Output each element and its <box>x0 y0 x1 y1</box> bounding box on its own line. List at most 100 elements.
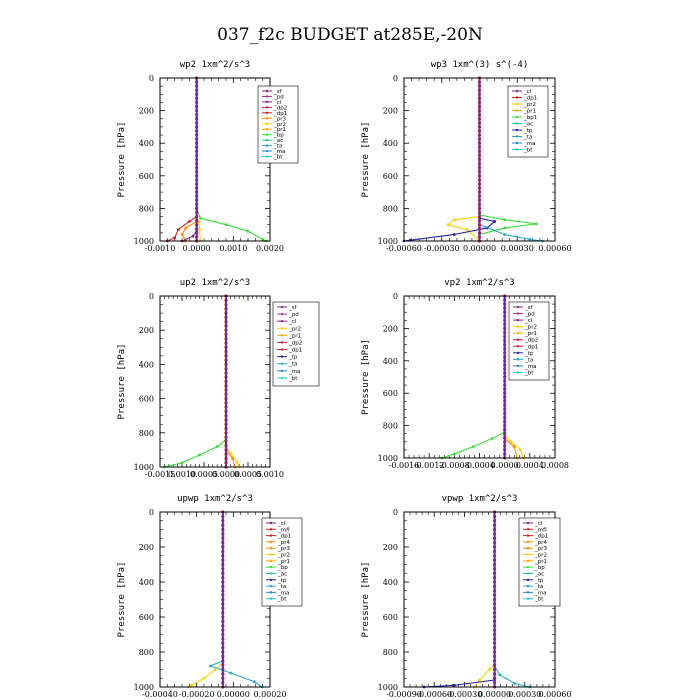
y-tick-label: 200 <box>139 107 154 116</box>
data-point <box>215 445 219 448</box>
data-point <box>208 664 212 668</box>
y-tick-label: 1000 <box>134 463 154 472</box>
legend-marker <box>526 584 530 588</box>
legend-marker <box>526 572 530 575</box>
data-point <box>213 668 217 671</box>
panel-5: upwp 1xm^2/s^3 Pressure [hPa] 0 200 400 600 80… <box>117 494 303 699</box>
legend-label: _pr3 <box>277 546 291 552</box>
series-line-pd <box>181 78 198 242</box>
data-point <box>493 220 496 223</box>
legend-label: _pd <box>524 312 535 318</box>
y-tick-label: 1000 <box>378 683 398 692</box>
legend-label: _ta <box>273 144 282 150</box>
panel-2: wp3 1xm^(3) s^(-4) Pressure [hPa] 0 200 400 6… <box>361 60 572 253</box>
legend-marker <box>265 144 269 147</box>
legend-marker <box>265 122 269 125</box>
legend-marker <box>280 341 284 344</box>
legend-marker <box>526 591 530 594</box>
legend-marker <box>280 312 284 316</box>
legend-label: _mfl <box>277 527 290 533</box>
data-point <box>498 673 502 677</box>
y-axis-label: Pressure [hPa] <box>117 122 127 198</box>
legend-marker <box>269 553 273 556</box>
legend-marker <box>265 100 269 104</box>
legend-marker <box>526 547 530 550</box>
data-point <box>180 461 184 465</box>
legend-marker <box>526 565 530 569</box>
x-tick-label: -0.0008 <box>439 461 470 470</box>
data-point <box>224 223 228 227</box>
legend-label: _ma <box>524 364 536 370</box>
data-point <box>465 228 469 231</box>
data-point <box>246 229 250 233</box>
legend-box <box>272 301 320 387</box>
data-point <box>452 233 456 236</box>
x-tick-label: 0.00000 <box>217 690 250 699</box>
legend-label: _ta <box>534 584 543 590</box>
data-point <box>503 226 507 230</box>
legend-label: _bp <box>273 133 284 139</box>
legend-label: _tp <box>534 578 544 584</box>
plot-frame <box>159 77 271 242</box>
x-tick-label: -0.00030 <box>424 244 460 253</box>
x-tick-label: 0.0000 <box>183 244 211 253</box>
data-point <box>452 452 456 456</box>
legend-marker <box>265 128 269 131</box>
legend-label: _pr2 <box>534 553 547 559</box>
data-point <box>235 460 239 464</box>
legend-label: _ta <box>523 135 532 141</box>
y-tick-label: 200 <box>139 543 154 552</box>
x-tick-label: -0.0012 <box>414 461 445 470</box>
legend-box <box>508 301 550 381</box>
legend-label: _dp1 <box>524 344 538 350</box>
y-axis-label: Pressure [hPa] <box>117 562 127 638</box>
data-point <box>503 233 507 236</box>
data-point <box>446 223 450 227</box>
legend-label: _dp1 <box>288 348 302 354</box>
legend-marker <box>515 141 519 145</box>
data-point <box>252 680 256 684</box>
x-tick-label: -0.0015 <box>145 470 176 479</box>
legend-marker <box>269 540 273 544</box>
data-point <box>518 448 522 452</box>
y-tick-label: 200 <box>383 107 398 116</box>
data-point <box>513 682 517 685</box>
legend-label: _tp <box>277 578 287 584</box>
y-tick-label: 600 <box>383 172 398 181</box>
legend-label: _dp1 <box>523 96 537 102</box>
legend-marker <box>280 376 284 380</box>
y-tick-label: 400 <box>139 360 154 369</box>
legend-marker <box>515 115 519 119</box>
y-tick-label: 1000 <box>378 454 398 463</box>
y-tick-label: 0 <box>393 292 398 301</box>
legend-marker <box>516 364 520 368</box>
x-tick-label: -0.00030 <box>447 690 483 699</box>
legend-marker <box>515 128 519 132</box>
legend-marker <box>516 325 520 328</box>
series-line-dp1 <box>164 296 227 468</box>
legend-marker <box>526 534 530 537</box>
legend-label: _sf <box>524 305 534 311</box>
legend-label: _ac <box>277 571 287 577</box>
legend-label: _ma <box>534 590 546 596</box>
data-point <box>452 683 456 687</box>
x-tick-label: 0.00030 <box>501 244 534 253</box>
data-point <box>198 228 202 231</box>
data-point <box>198 453 202 457</box>
legend-label: _pr1 <box>288 333 301 339</box>
y-tick-label: 400 <box>383 357 398 366</box>
data-point <box>261 237 265 241</box>
x-tick-label: 0.0005 <box>190 470 218 479</box>
x-tick-label: 0.00020 <box>253 690 286 699</box>
legend-marker <box>269 547 273 550</box>
x-tick-label: 0.0010 <box>219 244 247 253</box>
legend-marker <box>265 117 269 120</box>
legend-marker <box>269 578 273 581</box>
legend-label: _dp1 <box>277 534 291 540</box>
legend-marker <box>265 138 269 142</box>
legend-label: _pr4 <box>277 540 291 546</box>
data-point <box>184 226 188 230</box>
panel-3: up2 1xm^2/s^3 Pressure [hPa] 0 200 400 600 800… <box>117 278 320 479</box>
y-tick-label: 600 <box>383 389 398 398</box>
